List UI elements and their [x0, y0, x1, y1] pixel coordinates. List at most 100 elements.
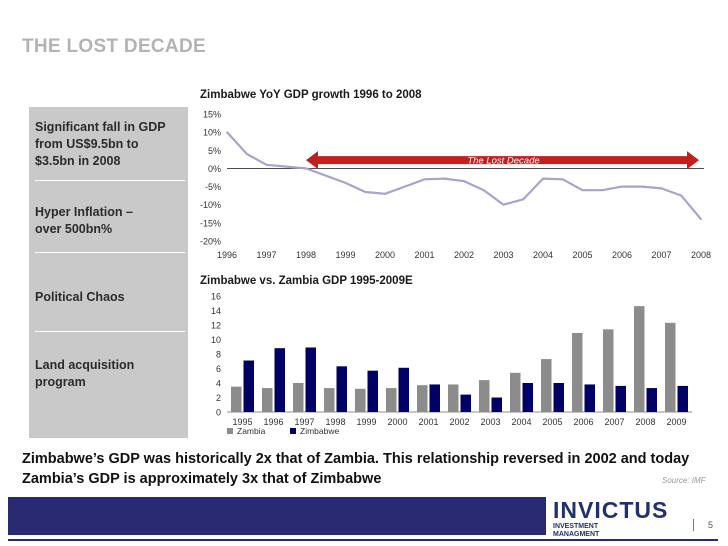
lost-decade-arrow-shape	[306, 151, 699, 170]
zambia-bar	[665, 322, 676, 412]
source-note: Source: IMF	[662, 476, 706, 485]
gdp-growth-point	[443, 177, 446, 180]
y-tick-label: 0	[216, 408, 221, 418]
zimbabwe-bar	[274, 348, 285, 412]
y-tick-label: 4	[216, 379, 221, 389]
zambia-bar	[448, 384, 459, 412]
y-tick-label: 0%	[208, 164, 221, 174]
x-tick-label: 2007	[651, 250, 671, 260]
gdp-growth-point	[403, 185, 406, 188]
y-tick-label: 16	[211, 292, 221, 302]
x-tick-label: 2002	[454, 250, 474, 260]
x-tick-label: 2008	[691, 250, 711, 260]
gdp-growth-point	[285, 165, 288, 168]
y-tick-label: 14	[211, 306, 221, 316]
x-tick-label: 1998	[296, 250, 316, 260]
zimbabwe-bar	[429, 384, 440, 412]
lost-decade-label: The Lost Decade	[467, 155, 539, 166]
gdp-growth-point	[226, 131, 228, 134]
x-tick-label: 1999	[335, 250, 355, 260]
y-tick-label: -5%	[205, 182, 221, 192]
gdp-growth-point	[660, 187, 663, 190]
x-tick-label: 2006	[612, 250, 632, 260]
gdp-growth-point	[324, 174, 327, 177]
gdp-growth-point	[245, 153, 248, 155]
page-separator	[693, 519, 694, 531]
zimbabwe-bar	[646, 388, 657, 412]
zambia-bar	[293, 383, 304, 412]
zimbabwe-bar	[553, 383, 564, 412]
y-tick-label: -15%	[200, 218, 221, 228]
gdp-growth-point	[502, 203, 505, 206]
lost-decade-arrow: The Lost Decade	[306, 151, 699, 170]
zambia-bar	[479, 380, 490, 412]
x-tick-label: 2000	[375, 250, 395, 260]
zambia-bar	[603, 329, 614, 412]
gdp-growth-point	[482, 189, 485, 192]
legend-swatch-zambia	[227, 428, 233, 434]
slide-title: THE LOST DECADE	[22, 36, 206, 57]
zimbabwe-bar	[336, 366, 347, 412]
x-tick-label: 2002	[449, 417, 469, 427]
page-number: 5	[708, 520, 714, 530]
point-gdp-fall: Significant fall in GDP from US$9.5bn to…	[35, 120, 166, 168]
x-tick-label: 1996	[217, 250, 237, 260]
x-tick-label: 1997	[294, 417, 314, 427]
bar-chart-title: Zimbabwe vs. Zambia GDP 1995-2009E	[200, 275, 413, 287]
zambia-bar	[324, 388, 335, 412]
y-tick-label: -10%	[200, 200, 221, 210]
left-panel: Significant fall in GDP from US$9.5bn to…	[29, 107, 188, 438]
legend-swatch-zimbabwe	[290, 428, 296, 434]
gdp-growth-point	[680, 194, 683, 197]
x-tick-label: 2003	[493, 250, 513, 260]
x-tick-label: 1998	[325, 417, 345, 427]
y-tick-label: 15%	[203, 110, 221, 120]
gdp-growth-point	[561, 178, 564, 181]
gdp-growth-point	[305, 167, 307, 170]
gdp-growth-point	[384, 192, 386, 195]
zambia-bar	[262, 388, 273, 412]
gdp-growth-point	[463, 180, 465, 183]
zimbabwe-bar	[398, 367, 409, 412]
x-tick-label: 2009	[666, 417, 686, 427]
panel-divider	[35, 180, 185, 181]
zimbabwe-bar	[491, 397, 502, 412]
zambia-bar	[355, 388, 366, 412]
legend-label-zimbabwe: Zimbabwe	[300, 426, 339, 436]
zimbabwe-bar	[243, 360, 254, 412]
logo-subtitle-line2: MANAGMENT	[553, 531, 600, 538]
x-tick-label: 1995	[232, 417, 252, 427]
point-hyper-inflation: Hyper Inflation – over 500bn%	[35, 205, 133, 236]
x-tick-label: 2005	[542, 417, 562, 427]
x-tick-label: 2001	[414, 250, 434, 260]
zambia-bar	[417, 385, 428, 412]
gdp-growth-point	[640, 185, 643, 188]
gdp-growth-point	[265, 163, 268, 166]
point-political-chaos: Political Chaos	[35, 290, 125, 304]
x-tick-label: 1997	[256, 250, 276, 260]
panel-divider	[35, 252, 185, 253]
gdp-growth-point	[601, 189, 604, 192]
panel-divider	[35, 331, 185, 332]
y-tick-label: -20%	[200, 237, 221, 247]
zimbabwe-bar	[522, 383, 533, 412]
zimbabwe-bar	[677, 385, 688, 412]
y-tick-label: 2	[216, 393, 221, 403]
y-tick-label: 6	[216, 364, 221, 374]
gdp-growth-point	[344, 182, 347, 184]
gdp-growth-point	[423, 178, 426, 181]
gdp-growth-point	[700, 218, 702, 221]
x-tick-label: 1996	[263, 417, 283, 427]
x-tick-label: 2006	[573, 417, 593, 427]
x-tick-label: 2004	[511, 417, 531, 427]
zambia-bar	[231, 386, 242, 412]
conclusion-text: Zimbabwe’s GDP was historically 2x that …	[22, 451, 690, 487]
zimbabwe-bar	[584, 384, 595, 412]
zimbabwe-bar	[367, 370, 378, 412]
x-tick-label: 2005	[572, 250, 592, 260]
zambia-bar	[541, 359, 552, 412]
zimbabwe-bar	[305, 347, 316, 412]
logo-subtitle: INVESTMENT MANAGMENT	[553, 523, 599, 539]
y-tick-label: 8	[216, 350, 221, 360]
